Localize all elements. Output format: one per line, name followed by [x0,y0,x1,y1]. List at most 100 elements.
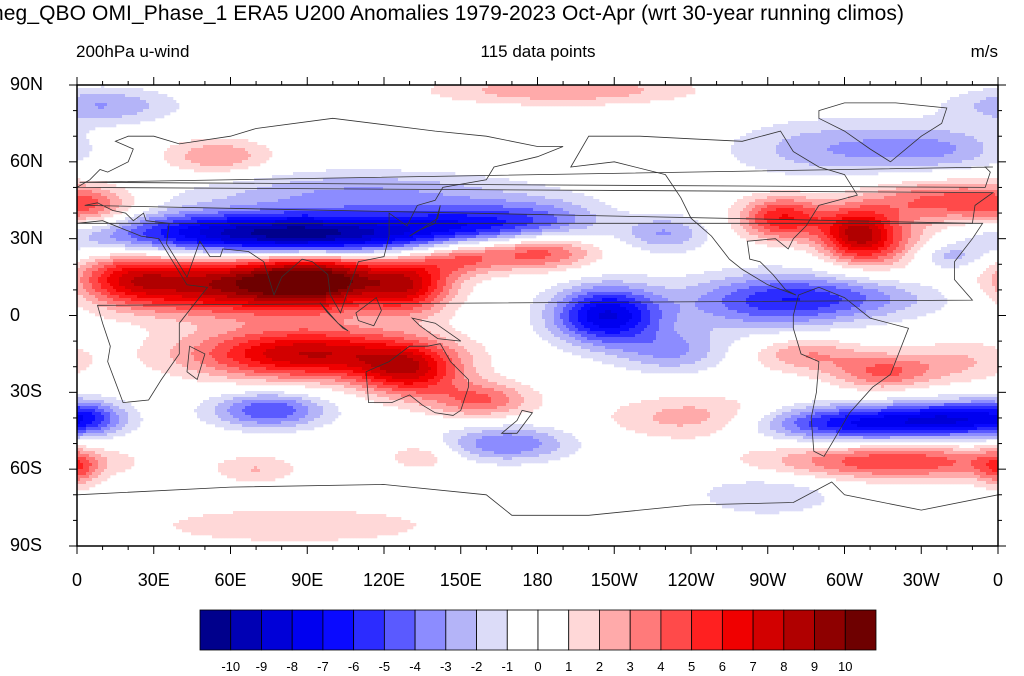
field-cell [245,232,249,236]
field-cell [98,244,102,248]
field-cell [218,463,222,467]
field-cell [206,406,210,410]
field-cell [77,238,81,242]
field-cell [146,307,150,311]
field-cell [242,460,246,464]
field-cell [191,523,195,527]
field-cell [236,241,240,245]
field-cell [224,208,228,212]
field-cell [248,403,252,407]
field-cell [221,271,225,275]
field-cell [101,460,105,464]
field-cell [185,322,189,326]
field-cell [119,202,123,206]
field-cell [227,328,231,332]
field-cell [236,331,240,335]
field-cell [158,283,162,287]
field-cell [209,325,213,329]
field-cell [164,259,168,263]
field-cell [176,259,180,263]
field-cell [122,205,126,209]
field-cell [116,421,120,425]
field-cell [233,367,237,371]
field-cell [260,199,264,203]
field-cell [182,271,186,275]
field-cell [200,523,204,527]
field-cell [104,256,108,260]
field-cell [185,205,189,209]
field-cell [197,319,201,323]
field-cell [257,280,261,284]
field-cell [131,427,135,431]
field-cell [167,238,171,242]
field-cell [152,328,156,332]
field-cell [197,169,201,173]
field-cell [176,346,180,350]
field-cell [134,91,138,95]
field-cell [83,232,87,236]
field-cell [254,289,258,293]
field-cell [131,232,135,236]
field-cell [233,184,237,188]
field-cell [86,238,90,242]
field-cell [164,334,168,338]
field-cell [173,217,177,221]
field-cell [224,322,228,326]
field-cell [257,382,261,386]
field-cell [233,514,237,518]
field-cell [215,268,219,272]
field-cell [119,259,123,263]
field-cell [248,328,252,332]
field-cell [146,241,150,245]
field-cell [248,355,252,359]
field-cell [86,193,90,197]
field-cell [167,235,171,239]
field-cell [215,424,219,428]
field-cell [242,226,246,230]
field-cell [203,211,207,215]
field-cell [242,160,246,164]
field-cell [176,244,180,248]
field-cell [152,217,156,221]
field-cell [104,190,108,194]
field-cell [164,94,168,98]
field-cell [233,322,237,326]
field-cell [260,160,264,164]
field-cell [137,121,141,125]
field-cell [158,343,162,347]
field-cell [164,112,168,116]
field-cell [239,154,243,158]
field-cell [95,235,99,239]
field-cell [176,214,180,218]
field-cell [248,235,252,239]
field-cell [86,481,90,485]
field-cell [143,340,147,344]
field-cell [254,430,258,434]
field-cell [95,100,99,104]
field-cell [203,412,207,416]
field-cell [152,97,156,101]
field-cell [89,415,93,419]
field-cell [218,223,222,227]
field-cell [233,301,237,305]
field-cell [122,313,126,317]
field-cell [200,334,204,338]
field-cell [149,280,153,284]
field-cell [254,511,258,515]
field-cell [140,289,144,293]
field-cell [218,244,222,248]
field-cell [209,169,213,173]
field-cell [221,367,225,371]
field-cell [119,115,123,119]
field-cell [254,406,258,410]
field-cell [119,256,123,260]
field-cell [254,316,258,320]
field-cell [230,472,234,476]
field-cell [125,97,129,101]
field-cell [113,298,117,302]
field-cell [167,307,171,311]
field-cell [77,463,81,467]
field-cell [116,106,120,110]
field-cell [83,304,87,308]
field-cell [83,283,87,287]
